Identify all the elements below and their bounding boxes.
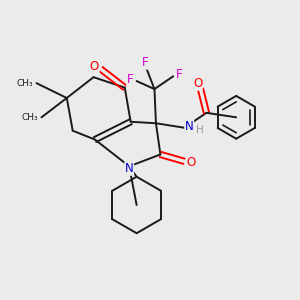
Text: F: F — [127, 73, 134, 86]
Text: N: N — [125, 162, 134, 175]
Text: CH₃: CH₃ — [22, 113, 38, 122]
Text: N: N — [185, 120, 194, 133]
Text: H: H — [196, 125, 204, 135]
Text: CH₃: CH₃ — [17, 79, 34, 88]
Text: O: O — [186, 156, 195, 169]
Text: F: F — [176, 68, 182, 81]
Text: F: F — [142, 56, 149, 69]
Text: O: O — [193, 77, 202, 90]
Text: O: O — [90, 60, 99, 73]
